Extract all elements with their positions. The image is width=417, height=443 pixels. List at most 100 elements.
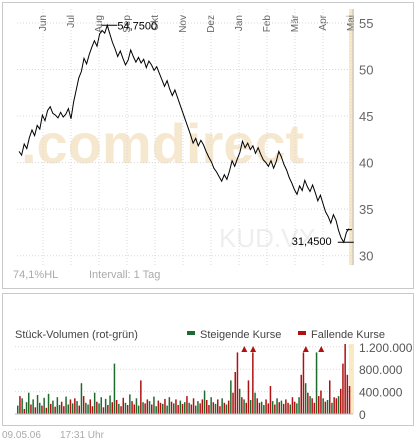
volume-bar bbox=[85, 402, 87, 414]
volume-bar bbox=[311, 398, 313, 414]
volume-bar bbox=[278, 402, 280, 414]
volume-bar bbox=[87, 404, 89, 414]
volume-bar bbox=[219, 406, 221, 414]
volume-bar bbox=[96, 401, 98, 414]
volume-bar bbox=[203, 390, 206, 414]
volume-bar bbox=[313, 402, 316, 414]
legend-up-swatch bbox=[187, 331, 195, 335]
volume-bar bbox=[118, 403, 120, 414]
volume-bar bbox=[331, 402, 333, 414]
volume-bar bbox=[348, 386, 351, 414]
volume-bar bbox=[21, 398, 23, 414]
watermark-text: .comdirect bbox=[21, 112, 304, 175]
volume-bar bbox=[133, 404, 135, 414]
volume-bar bbox=[80, 383, 83, 414]
month-tick-label: Feb bbox=[262, 15, 273, 33]
volume-bar bbox=[217, 399, 219, 414]
volume-bar bbox=[135, 398, 138, 414]
volume-bar bbox=[76, 401, 78, 414]
volume-bar bbox=[214, 403, 217, 414]
volume-bar bbox=[280, 400, 283, 414]
volume-bar bbox=[122, 397, 124, 414]
volume-bar bbox=[144, 403, 146, 414]
volume-bar bbox=[91, 406, 94, 414]
volume-bar bbox=[318, 396, 320, 414]
volume-bar bbox=[210, 397, 212, 414]
volume-bar bbox=[346, 374, 349, 414]
volume-bar bbox=[78, 405, 80, 414]
month-tick-label: Apr bbox=[318, 14, 329, 30]
volume-bar bbox=[188, 402, 190, 414]
volume-bar bbox=[249, 400, 252, 414]
month-tick-label: Sep bbox=[122, 15, 133, 33]
volume-bar bbox=[162, 403, 164, 414]
volume-bar bbox=[17, 405, 19, 414]
volume-bar bbox=[320, 390, 322, 414]
low-annotation-label: 31,4500 bbox=[292, 236, 332, 248]
volume-bar bbox=[131, 401, 133, 414]
volume-bar bbox=[39, 402, 41, 414]
volume-bar bbox=[155, 406, 157, 414]
volume-tick-label: 0 bbox=[359, 408, 366, 422]
volume-bar bbox=[302, 352, 305, 414]
high-annotation-label: 54,7500 bbox=[117, 20, 157, 32]
volume-bar bbox=[166, 405, 168, 414]
volume-bar bbox=[300, 374, 302, 414]
volume-bar bbox=[324, 401, 327, 414]
volume-bar bbox=[115, 400, 118, 414]
volume-bar bbox=[109, 395, 111, 414]
volume-bar bbox=[71, 403, 74, 414]
volume-bar bbox=[124, 402, 127, 414]
volume-tick-label: 1.200.000 bbox=[359, 341, 413, 355]
volume-bar bbox=[74, 398, 76, 414]
price-tick-label: 45 bbox=[359, 109, 373, 124]
volume-tick-label: 800.000 bbox=[359, 363, 403, 377]
current-period-highlight bbox=[349, 344, 354, 414]
volume-bar bbox=[36, 395, 39, 414]
volume-bar bbox=[329, 380, 331, 414]
volume-bar bbox=[102, 407, 105, 414]
month-tick-label: Mär bbox=[290, 14, 301, 32]
volume-bar bbox=[340, 388, 342, 414]
volume-bar bbox=[164, 398, 166, 414]
volume-chart: Stück-Volumen (rot-grün) Steigende Kurse F… bbox=[15, 329, 413, 422]
volume-bar bbox=[25, 402, 28, 414]
volume-bar bbox=[195, 405, 197, 414]
volume-bar bbox=[93, 392, 96, 414]
volume-bar bbox=[326, 400, 329, 414]
volume-bar bbox=[82, 396, 85, 414]
volume-bar bbox=[177, 405, 179, 414]
volume-bar bbox=[258, 402, 261, 414]
volume-bar bbox=[199, 403, 201, 414]
volume-bar bbox=[58, 405, 61, 414]
volume-bar bbox=[254, 392, 256, 414]
volume-bar bbox=[129, 394, 131, 414]
footer-date: 09.05.06 bbox=[2, 430, 41, 441]
volume-bar bbox=[238, 388, 241, 414]
overflow-arrow bbox=[318, 346, 325, 352]
volume-bar bbox=[30, 404, 32, 414]
month-tick-label: Dez bbox=[206, 15, 217, 33]
volume-bar bbox=[208, 405, 210, 414]
volume-bar bbox=[186, 396, 188, 414]
volume-bar bbox=[179, 400, 182, 414]
volume-bar bbox=[287, 402, 289, 414]
volume-bar bbox=[227, 400, 230, 414]
current-period-highlight bbox=[349, 9, 354, 265]
volume-bar bbox=[267, 403, 269, 414]
volume-bar bbox=[34, 407, 37, 414]
overflow-arrow bbox=[241, 346, 248, 352]
price-tick-label: 30 bbox=[359, 249, 373, 264]
volume-bar bbox=[43, 397, 45, 414]
volume-bar bbox=[120, 406, 122, 414]
stat-unit: %HL bbox=[34, 269, 59, 281]
volume-bar bbox=[151, 404, 153, 414]
volume-bar bbox=[265, 399, 267, 414]
volume-bar bbox=[307, 392, 309, 414]
volume-bar bbox=[285, 399, 287, 414]
volume-bar bbox=[342, 363, 344, 414]
volume-bar bbox=[157, 400, 160, 414]
volume-bar bbox=[19, 396, 21, 414]
price-chart-panel: .comdirect KUD.VX Jun Jul Aug Sep Okt Nov Dez Jan… bbox=[2, 2, 414, 289]
